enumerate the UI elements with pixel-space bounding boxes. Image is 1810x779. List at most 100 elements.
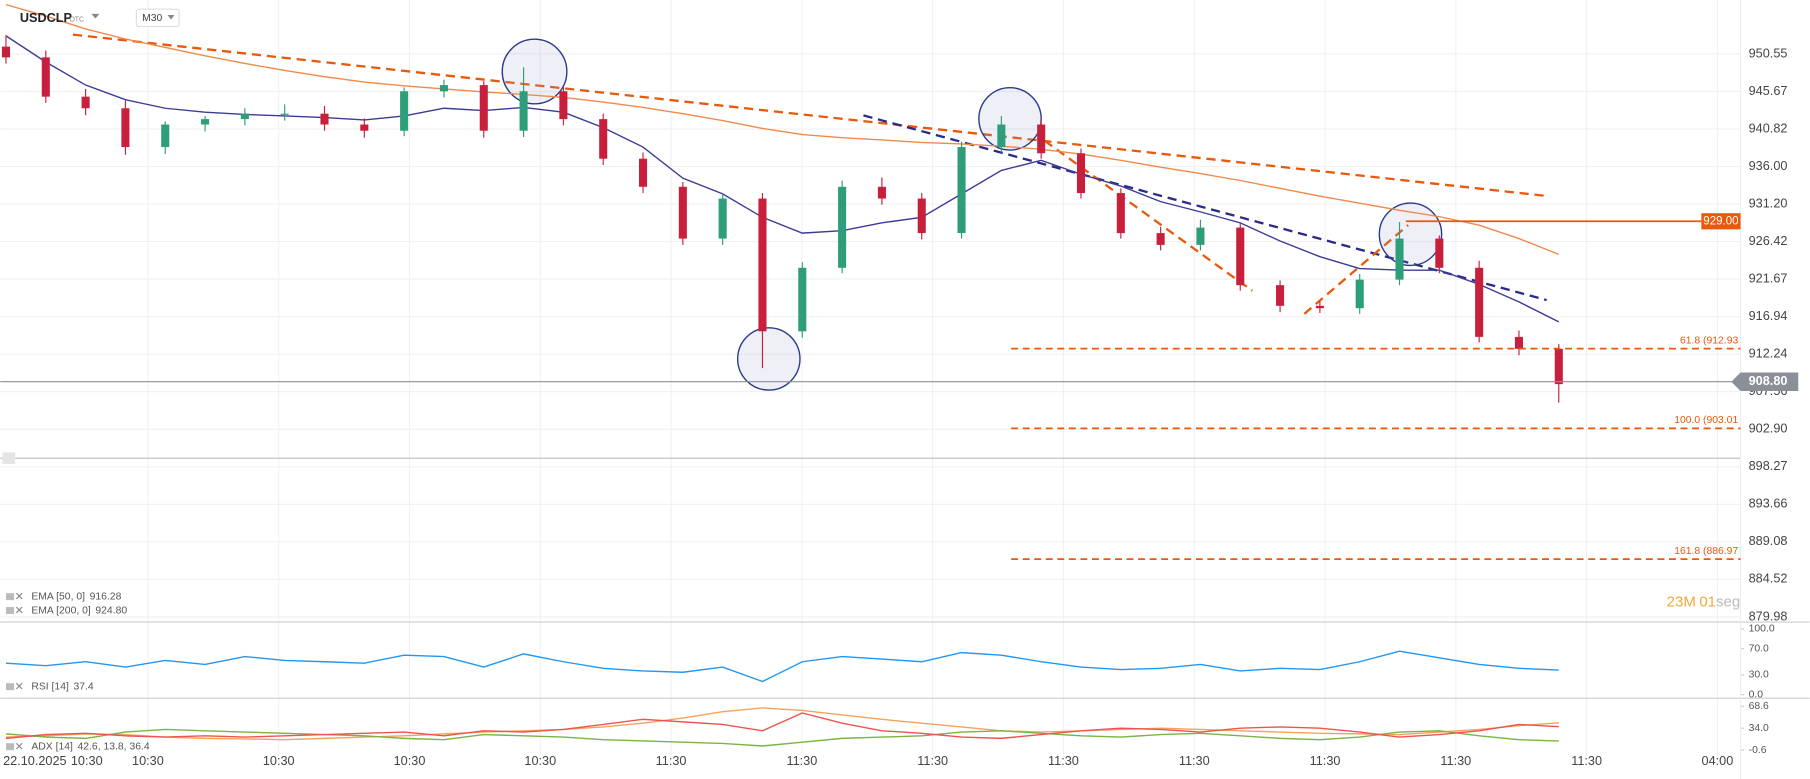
y-tick-label: 950.55 [1749,46,1788,60]
candle-body [81,96,90,109]
legend-separator: , [98,741,104,752]
y-tick-label: 898.27 [1749,459,1788,473]
candle-body [798,267,807,332]
candle-body [1116,193,1125,234]
dropdown-arrow[interactable] [91,13,100,19]
candle-body [41,57,50,97]
legend-close [15,592,23,600]
legend-value: 36.4 [129,741,149,752]
fib-label: 161.8 (886.97 [1674,546,1738,557]
timer: 23M 01seg [1667,593,1741,610]
candle-body [1,46,11,58]
legend-value: 13.8 [103,741,123,752]
y-tick-label: 884.52 [1749,572,1788,586]
x-tick-label: 11:30 [1571,754,1602,768]
x-tick-label: 11:30 [1048,754,1079,768]
y-tick-label: 945.67 [1749,84,1788,98]
y-tick-label: 931.20 [1749,196,1788,210]
x-tick-label: 10:30 [71,754,103,768]
candle-body [1554,348,1563,385]
candle-body [1355,279,1364,309]
y-tick-label: 100.0 [1749,624,1775,635]
y-tick-label: 889.08 [1749,534,1788,548]
x-tick-label: 11:30 [917,754,948,768]
indicator-line [5,712,1559,740]
trend-line [1043,139,1254,292]
y-tick-label: 34.0 [1749,723,1769,734]
market: OTC [69,16,84,23]
candle-body [121,108,130,148]
legend-icon [5,607,15,614]
y-tick-label: 926.42 [1749,234,1788,248]
candle-body [997,124,1006,148]
handle [2,452,16,464]
x-tick-label: 10:30 [263,754,295,768]
trend-line [1303,224,1409,315]
candle-body [559,91,568,120]
legend-close [15,682,23,690]
y-tick-label: 30.0 [1749,670,1769,681]
legend-name: EMA [50, 0] [31,591,85,602]
candle-body [161,124,170,148]
x-tick-label: 10:30 [132,754,164,768]
timer-unit: seg [1716,593,1740,610]
legend-name: RSI [14] [31,681,69,692]
timeframe[interactable]: M30 [142,13,162,24]
x-tick-label: 10:30 [524,754,556,768]
candle-body [1395,238,1404,280]
candle-body [439,85,448,92]
indicator-line [5,707,1559,741]
price-tag [1701,213,1741,230]
price-tag-label: 929.00 [1703,215,1738,227]
drawings [72,33,1550,315]
candle-body [838,186,847,268]
legend-close [15,606,23,614]
legend-icon [5,593,15,601]
candle-body [1315,305,1324,309]
x-tick-label: 22.10.2025 [3,754,67,768]
candle-body [240,113,249,120]
indicator-line [5,3,1560,256]
candle-body [519,91,528,131]
fib-label: 61.8 (912.93 [1680,335,1738,346]
legend-entry: ADX [14] 42.6, 13.8, 36.4 [31,741,150,752]
y-tick-label: 68.6 [1749,701,1769,712]
highlights [501,38,1443,391]
y-tick-label: 936.00 [1749,159,1788,173]
x-tick-label: 11:30 [656,754,687,768]
candle-body [400,91,409,131]
candle-body [360,124,369,131]
indicator-line [5,35,1560,323]
y-tick-label: 70.0 [1749,643,1769,654]
price-tag [1731,372,1799,391]
grid-layer [0,0,1745,756]
trend-line [863,114,1547,302]
dropdown-arrow[interactable] [167,15,175,20]
candle-body [1475,267,1484,337]
candle-body [877,186,886,199]
candle-body [1236,227,1245,286]
highlight-circle [501,38,568,105]
fib-label: 100.0 (903.01 [1674,415,1738,426]
y-tick-label: 902.90 [1749,422,1788,436]
x-tick-label: 11:30 [1310,754,1341,768]
indicator-line [5,728,1559,747]
x-tick-label: 11:30 [1440,754,1471,768]
candle-body [479,85,488,131]
legend-icon [5,683,15,691]
price-tag-label: 908.80 [1749,374,1788,388]
timeframe-box[interactable] [135,8,180,28]
trend-line [72,33,1550,198]
candle-body [758,198,767,332]
legend-icon [5,743,15,751]
legend-separator: , [124,741,130,752]
candle-body [201,119,210,125]
x-tick-label: 10:30 [394,754,426,768]
legend-name: ADX [14] [31,741,73,752]
legend-value: 37.4 [73,681,93,692]
highlight-circle [978,87,1042,151]
candle-body [1156,233,1165,245]
highlight-circle [736,327,801,391]
candle-body [1196,227,1205,245]
